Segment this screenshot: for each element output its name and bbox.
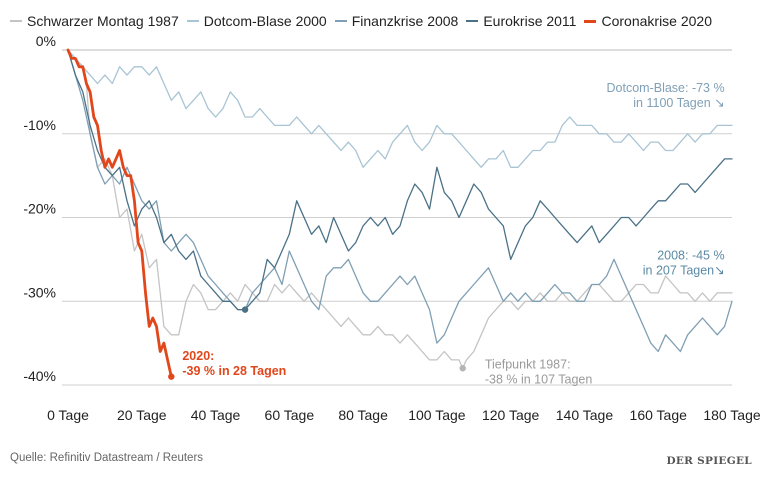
x-tick-label: 180 Tage	[703, 407, 761, 423]
annotation: 2020:-39 % in 28 Tagen	[182, 349, 286, 378]
x-tick-label: 60 Tage	[265, 407, 315, 423]
grid-lines	[62, 49, 732, 386]
annotation-line-2: in 207 Tagen↘	[643, 263, 725, 277]
series-line-finanzkrise-2008	[67, 49, 733, 353]
annotation-line-1: 2008: -45 %	[657, 248, 724, 262]
legend-swatch	[584, 19, 597, 23]
legend-swatch	[186, 20, 199, 22]
series-line-dotcom-blase-2000	[67, 49, 733, 168]
y-tick-label: -30%	[23, 284, 56, 300]
annotation-line-1: Dotcom-Blase: -73 %	[607, 81, 725, 95]
annotation-line-2: -38 % in 107 Tagen	[485, 372, 593, 386]
marker-eurokrise-2011	[241, 306, 249, 313]
annotation-line-1: Tiefpunkt 1987:	[485, 357, 571, 371]
x-tick-label: 80 Tage	[338, 407, 388, 423]
chart-legend: Schwarzer Montag 1987 Dotcom-Blase 2000 Fi…	[10, 9, 765, 33]
legend-item-dotcom-blase-2000: Dotcom-Blase 2000	[186, 13, 327, 29]
source-note: Quelle: Refinitiv Datastream / Reuters	[10, 452, 204, 464]
series-line-schwarzer-montag-1987	[67, 49, 733, 369]
legend-swatch	[466, 20, 479, 22]
y-tick-label: -20%	[23, 201, 56, 217]
series-line-coronakrise-2020	[66, 48, 173, 379]
series-markers	[168, 306, 466, 380]
legend-label: Eurokrise 2011	[483, 13, 577, 29]
legend-item-coronakrise-2020: Coronakrise 2020	[584, 13, 712, 29]
marker-coronakrise-2020	[168, 373, 175, 380]
series-lines	[66, 48, 733, 379]
annotation-line-2: in 1100 Tagen ↘	[633, 96, 724, 110]
brand-logo: DER SPIEGEL	[666, 455, 752, 467]
x-tick-label: 40 Tage	[191, 407, 241, 423]
annotation-line-2: -39 % in 28 Tagen	[182, 364, 286, 378]
legend-item-schwarzer-montag-1987: Schwarzer Montag 1987	[10, 13, 179, 29]
legend-item-finanzkrise-2008: Finanzkrise 2008	[334, 13, 459, 29]
y-tick-label: -10%	[23, 117, 56, 133]
legend-item-eurokrise-2011: Eurokrise 2011	[466, 13, 576, 29]
x-tick-label: 120 Tage	[482, 407, 540, 423]
y-axis-labels: 0% -10% -20% -30% -40%	[23, 33, 56, 384]
legend-label: Schwarzer Montag 1987	[27, 13, 179, 29]
legend-label: Dotcom-Blase 2000	[203, 13, 327, 29]
annotation: Tiefpunkt 1987:-38 % in 107 Tagen	[485, 357, 593, 386]
annotation-line-1: 2020:	[182, 349, 214, 363]
x-tick-label: 160 Tage	[630, 407, 688, 423]
marker-schwarzer-montag-1987	[459, 365, 466, 372]
x-tick-label: 0 Tage	[47, 407, 89, 423]
legend-swatch	[334, 20, 347, 22]
legend-label: Finanzkrise 2008	[351, 13, 459, 29]
annotation: Dotcom-Blase: -73 %in 1100 Tagen ↘	[607, 81, 725, 110]
legend-swatch	[10, 20, 22, 22]
x-tick-label: 100 Tage	[408, 407, 466, 423]
y-tick-label: -40%	[23, 368, 56, 384]
x-tick-label: 140 Tage	[556, 407, 614, 423]
line-chart: 0% -10% -20% -30% -40% 0 Tage 20 Tage 40 Tage 6…	[23, 33, 761, 423]
annotation: 2008: -45 %in 207 Tagen↘	[643, 248, 725, 277]
series-line-eurokrise-2011	[67, 49, 733, 311]
y-tick-label: 0%	[36, 33, 56, 49]
x-tick-label: 20 Tage	[117, 407, 167, 423]
chart-annotations: Dotcom-Blase: -73 %in 1100 Tagen ↘ 2008: …	[182, 81, 724, 386]
legend-label: Coronakrise 2020	[601, 13, 712, 29]
x-axis-labels: 0 Tage 20 Tage 40 Tage 60 Tage 80 Tage 100 Ta…	[47, 407, 761, 423]
